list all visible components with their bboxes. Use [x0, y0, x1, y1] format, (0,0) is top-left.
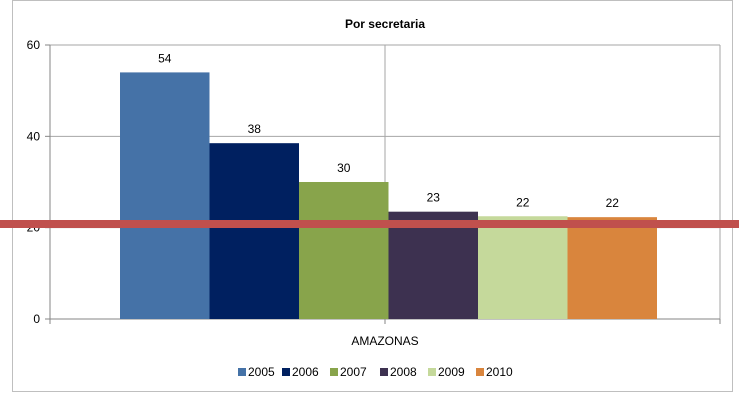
legend-swatch-2009 [428, 368, 436, 376]
data-label-2007: 30 [337, 161, 351, 175]
data-label-2009: 22 [516, 195, 530, 209]
bar-2005 [120, 72, 210, 320]
legend-swatch-2007 [330, 368, 338, 376]
legend-swatch-2005 [238, 368, 246, 376]
legend-label-2010: 2010 [486, 365, 513, 379]
y-tick-label: 60 [27, 38, 41, 52]
legend-swatch-2008 [380, 368, 388, 376]
legend-swatch-2006 [282, 368, 290, 376]
bars [120, 72, 657, 320]
y-tick-label: 40 [27, 129, 41, 143]
y-tick-label: 0 [33, 312, 40, 326]
bar-2007 [299, 182, 389, 319]
legend-swatch-2010 [476, 368, 484, 376]
data-label-2008: 23 [427, 191, 441, 205]
bar-2010 [567, 217, 657, 319]
data-label-2010: 22 [606, 196, 620, 210]
data-labels: 54 38 30 23 22 22 [158, 51, 619, 210]
bar-2008 [388, 211, 478, 319]
legend-label-2009: 2009 [438, 365, 465, 379]
data-label-2005: 54 [158, 51, 172, 65]
chart-title: Por secretaria [345, 17, 425, 31]
legend-label-2007: 2007 [340, 365, 367, 379]
bar-2006 [209, 143, 299, 319]
legend-label-2006: 2006 [292, 365, 319, 379]
bar-2009 [478, 216, 568, 319]
data-label-2006: 38 [248, 122, 262, 136]
chart-border [12, 0, 733, 392]
legend-label-2008: 2008 [390, 365, 417, 379]
legend-label-2005: 2005 [248, 365, 275, 379]
x-category-label: AMAZONAS [351, 334, 418, 348]
legend: 2005 2006 2007 2008 2009 2010 [238, 365, 513, 379]
